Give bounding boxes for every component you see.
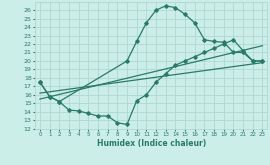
X-axis label: Humidex (Indice chaleur): Humidex (Indice chaleur)	[97, 139, 206, 148]
